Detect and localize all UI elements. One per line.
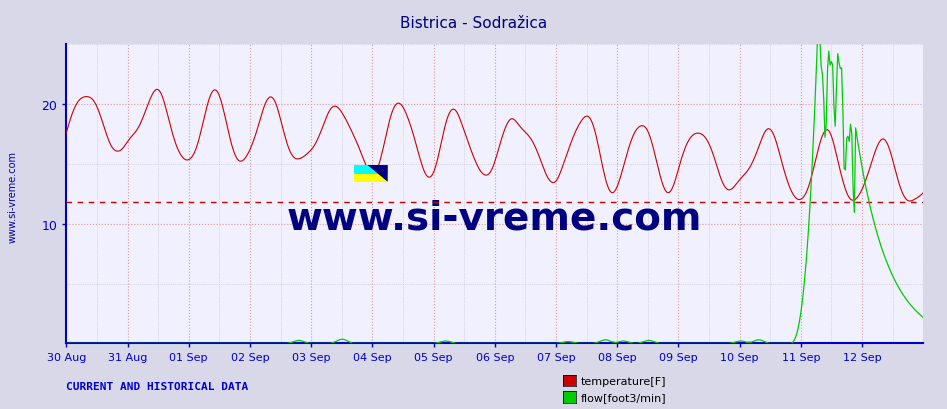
Text: CURRENT AND HISTORICAL DATA: CURRENT AND HISTORICAL DATA (66, 381, 248, 391)
Text: temperature[F]: temperature[F] (581, 376, 666, 386)
Text: Bistrica - Sodražica: Bistrica - Sodražica (400, 16, 547, 31)
Bar (354, 175, 387, 182)
Text: flow[foot3/min]: flow[foot3/min] (581, 392, 666, 402)
Bar (354, 166, 387, 175)
Text: www.si-vreme.com: www.si-vreme.com (8, 151, 17, 242)
Polygon shape (367, 166, 387, 182)
Text: www.si-vreme.com: www.si-vreme.com (287, 199, 703, 237)
